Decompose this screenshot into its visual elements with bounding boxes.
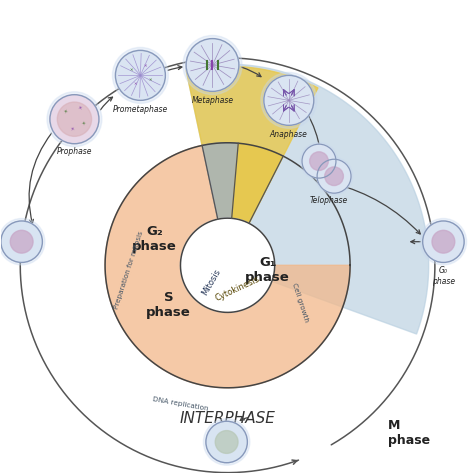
Text: G₁
phase: G₁ phase <box>245 256 290 284</box>
Circle shape <box>47 92 102 146</box>
Circle shape <box>186 38 239 91</box>
Circle shape <box>183 36 242 94</box>
Circle shape <box>1 221 42 263</box>
Text: Prometaphase: Prometaphase <box>113 105 168 114</box>
Circle shape <box>315 157 353 195</box>
Circle shape <box>302 144 336 178</box>
Text: ✕: ✕ <box>134 83 137 87</box>
Text: M
phase: M phase <box>388 419 430 447</box>
Circle shape <box>181 218 275 312</box>
Text: Anaphase: Anaphase <box>270 129 308 138</box>
Text: Prophase: Prophase <box>57 147 92 156</box>
Text: Cell growth: Cell growth <box>292 283 310 323</box>
Circle shape <box>10 230 33 253</box>
Polygon shape <box>202 143 238 219</box>
Text: ✕: ✕ <box>70 126 74 131</box>
Circle shape <box>57 102 91 137</box>
Polygon shape <box>186 64 428 334</box>
Circle shape <box>420 219 466 265</box>
Circle shape <box>317 159 351 193</box>
Circle shape <box>215 430 238 454</box>
Circle shape <box>301 143 337 180</box>
Polygon shape <box>105 146 350 388</box>
Text: ✕: ✕ <box>77 104 83 110</box>
Circle shape <box>112 47 168 103</box>
Circle shape <box>423 221 464 263</box>
Text: ✕: ✕ <box>143 64 147 68</box>
Text: ✕: ✕ <box>63 108 69 114</box>
Circle shape <box>261 73 317 128</box>
Text: Cytokinesis: Cytokinesis <box>213 274 261 303</box>
Circle shape <box>116 50 165 100</box>
Text: DNA replication: DNA replication <box>152 396 209 412</box>
Circle shape <box>203 419 250 465</box>
Circle shape <box>264 75 314 125</box>
Text: G₂
phase: G₂ phase <box>132 225 177 254</box>
Circle shape <box>310 152 328 171</box>
Text: Metaphase: Metaphase <box>191 96 234 105</box>
Circle shape <box>50 95 99 144</box>
Circle shape <box>325 167 343 185</box>
Text: Preparation for mitosis: Preparation for mitosis <box>113 230 144 310</box>
Text: ✕: ✕ <box>148 78 152 82</box>
Circle shape <box>206 421 247 463</box>
Text: INTERPHASE: INTERPHASE <box>180 411 275 426</box>
Circle shape <box>0 219 45 265</box>
Text: G₀
phase: G₀ phase <box>432 266 455 286</box>
Circle shape <box>432 230 455 253</box>
Text: Telophase: Telophase <box>310 196 348 205</box>
Polygon shape <box>186 66 318 265</box>
Text: Mitosis: Mitosis <box>200 267 222 297</box>
Text: ✕: ✕ <box>129 69 133 73</box>
Polygon shape <box>232 143 283 223</box>
Text: ✕: ✕ <box>81 120 87 126</box>
Text: S
phase: S phase <box>146 292 191 319</box>
